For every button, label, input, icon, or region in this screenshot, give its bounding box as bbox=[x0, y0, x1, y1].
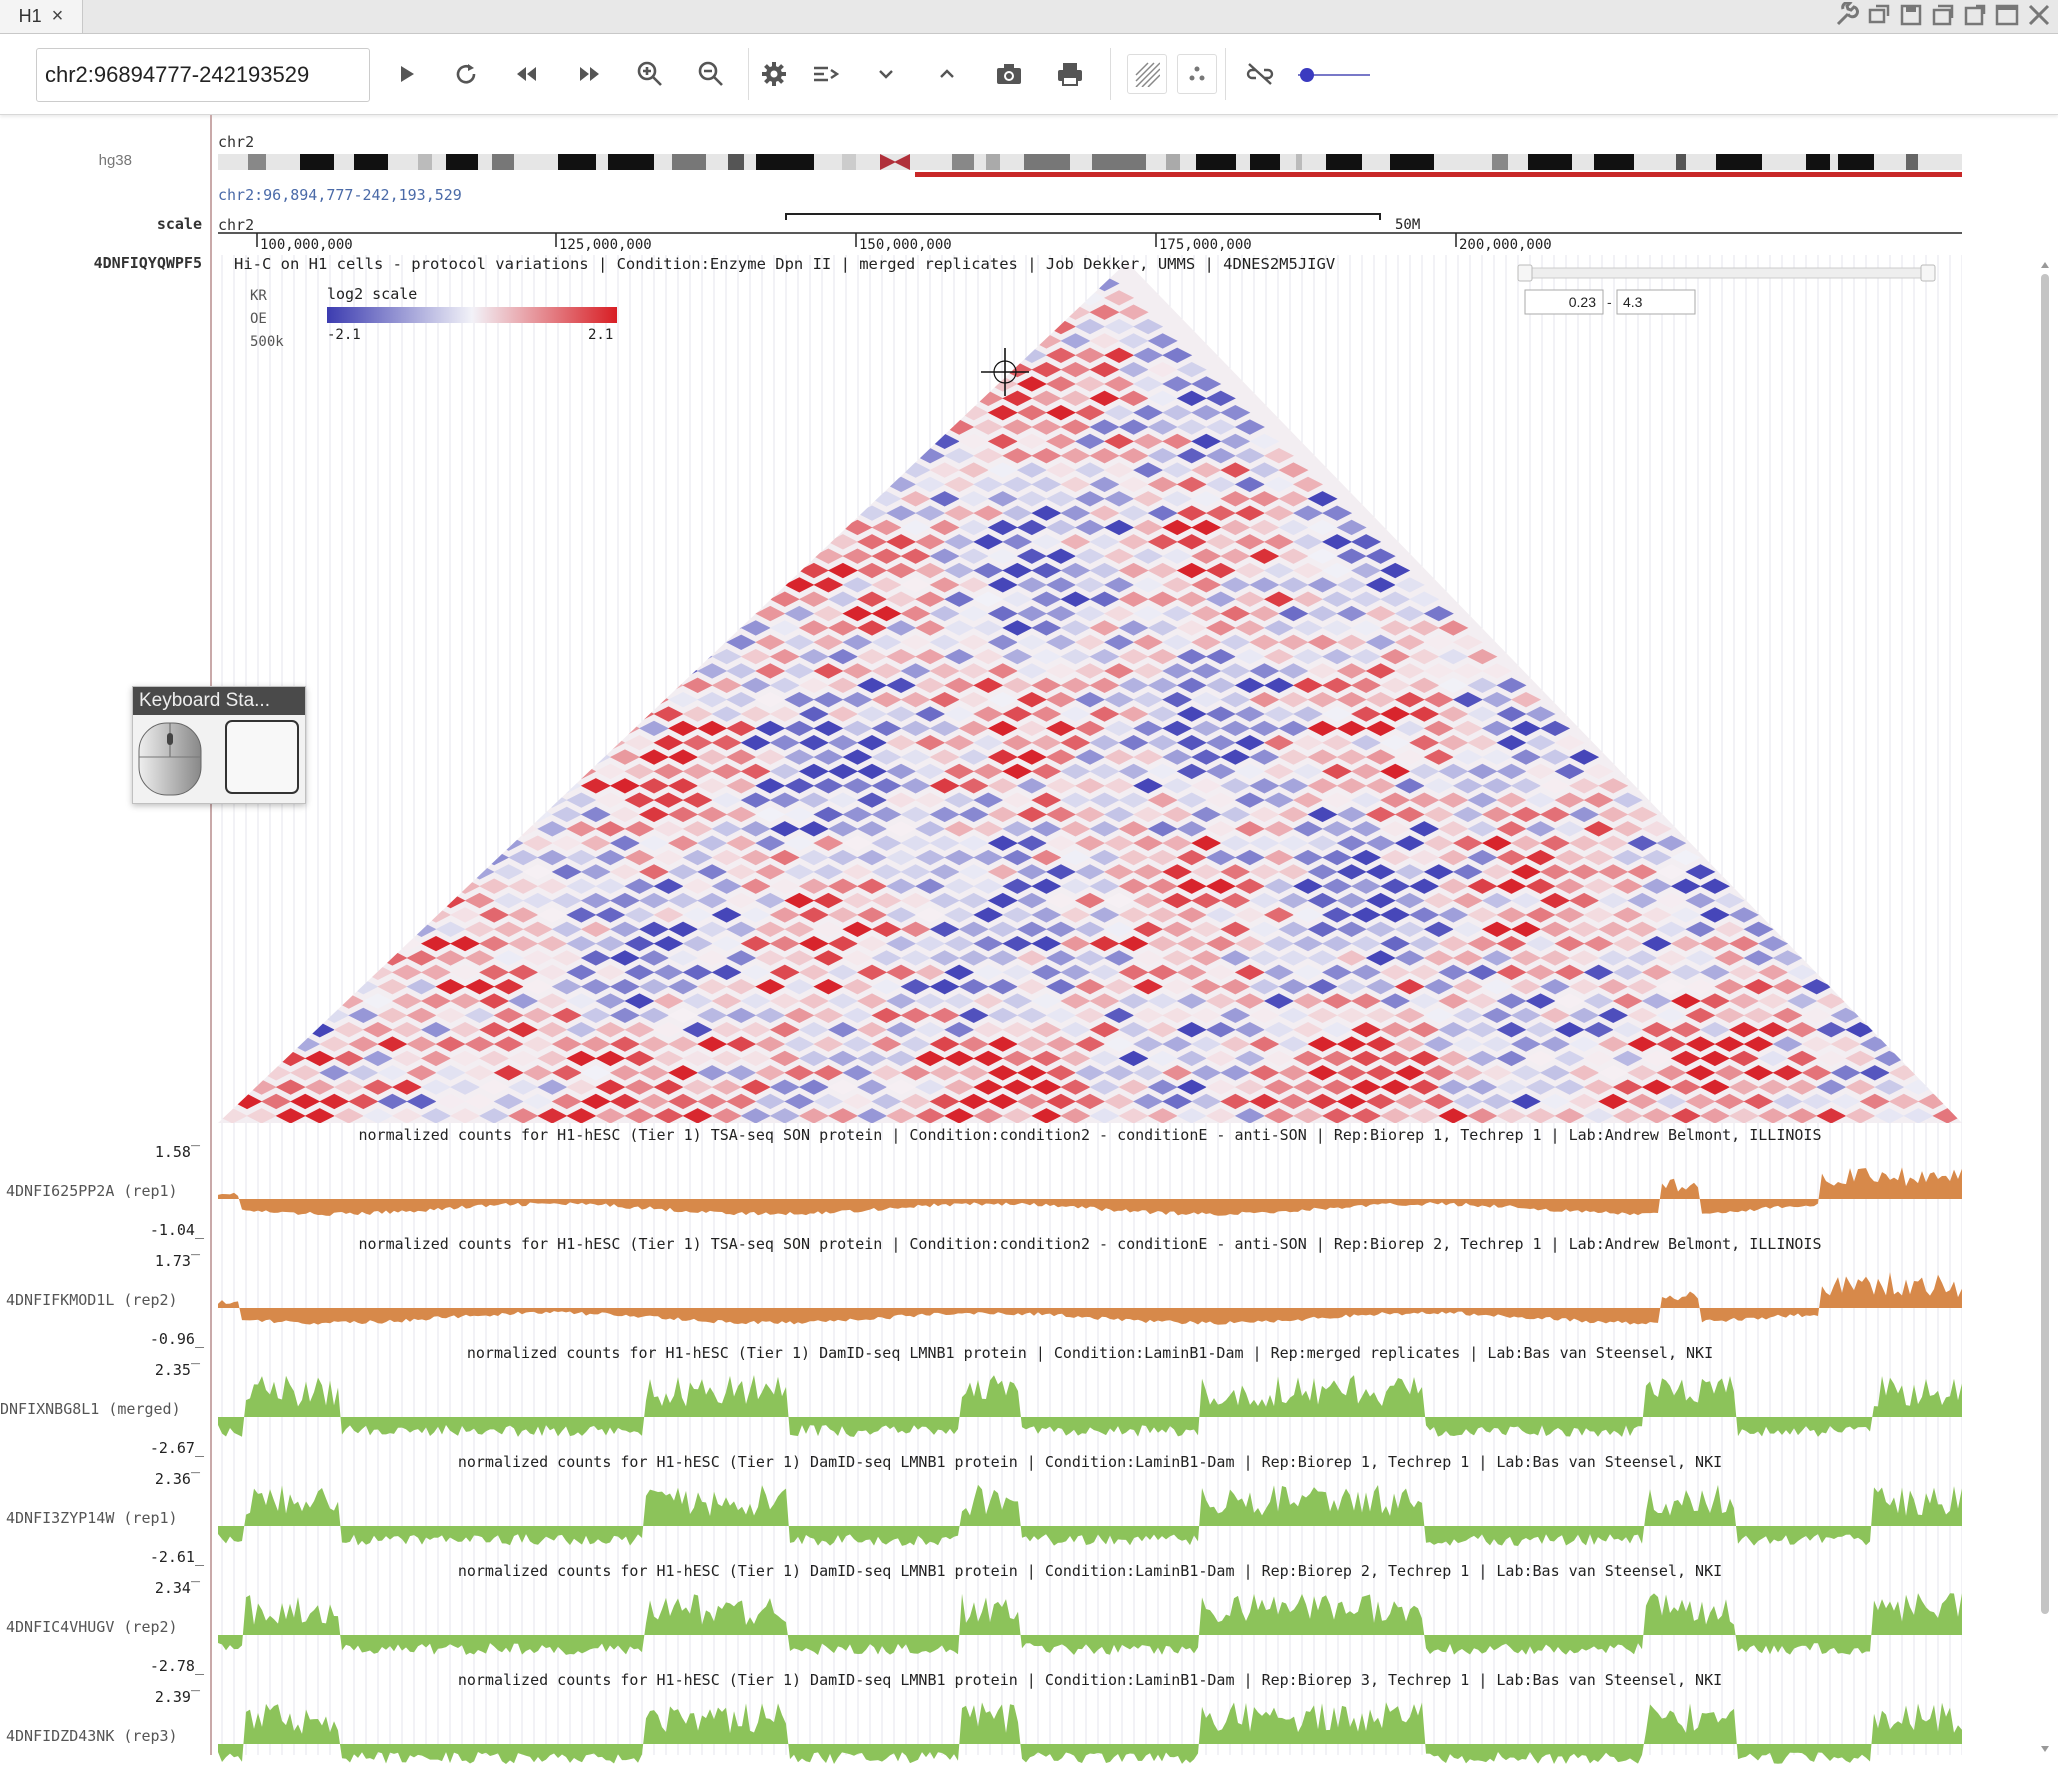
zoom-out-icon[interactable] bbox=[691, 54, 731, 94]
range-min-input[interactable]: 0.23 bbox=[1524, 289, 1604, 315]
ideogram[interactable]: chr2 chr2:96,894,777-242,193,529 bbox=[218, 133, 1962, 204]
dots-icon[interactable] bbox=[1177, 54, 1217, 94]
toolbar bbox=[0, 34, 2058, 115]
track-title: normalized counts for H1-hESC (Tier 1) D… bbox=[458, 1453, 1722, 1471]
gear-icon[interactable] bbox=[754, 54, 794, 94]
play-icon[interactable] bbox=[386, 54, 426, 94]
mouse-icon bbox=[138, 720, 299, 796]
signal-area bbox=[218, 1702, 1962, 1764]
refresh-icon[interactable] bbox=[446, 54, 486, 94]
track-max: 2.39‾ bbox=[154, 1688, 200, 1706]
minimize-icon[interactable] bbox=[1962, 2, 1988, 28]
save-icon[interactable] bbox=[1898, 2, 1924, 28]
scale-chrom: chr2 bbox=[218, 216, 254, 234]
ideogram-range: chr2:96,894,777-242,193,529 bbox=[218, 186, 462, 204]
scalebar-label: 50M bbox=[1395, 217, 1420, 233]
track-max: 2.36‾ bbox=[154, 1470, 200, 1488]
track-title: normalized counts for H1-hESC (Tier 1) T… bbox=[359, 1235, 1822, 1253]
track-label[interactable]: 4DNFIFKMOD1L (rep2) bbox=[6, 1291, 178, 1309]
track-title: normalized counts for H1-hESC (Tier 1) T… bbox=[359, 1126, 1822, 1144]
hic-mode: OE bbox=[250, 311, 267, 327]
scale-track: chr2 50M 100,000,000 125,000,000 150,000,0… bbox=[218, 213, 1962, 253]
chevron-up-icon[interactable] bbox=[927, 54, 967, 94]
scalebar bbox=[785, 213, 1381, 220]
tab-label: H1 bbox=[18, 6, 42, 26]
color-scale-min: -2.1 bbox=[327, 327, 361, 343]
wrench-icon[interactable] bbox=[1834, 2, 1860, 28]
print-icon[interactable] bbox=[1050, 54, 1090, 94]
hic-norm: KR bbox=[250, 288, 267, 304]
tab-close-icon[interactable]: × bbox=[51, 5, 64, 27]
unlink-icon[interactable] bbox=[1240, 54, 1280, 94]
label-divider bbox=[210, 115, 212, 1755]
track-max: 2.35‾ bbox=[154, 1361, 200, 1379]
scale-tick-label: 200,000,000 bbox=[1459, 237, 1552, 253]
scale-tick-label: 150,000,000 bbox=[859, 237, 952, 253]
hic-map[interactable] bbox=[218, 262, 1963, 1124]
zoom-in-icon[interactable] bbox=[630, 54, 670, 94]
track-title: normalized counts for H1-hESC (Tier 1) D… bbox=[458, 1671, 1722, 1689]
track-title: normalized counts for H1-hESC (Tier 1) D… bbox=[467, 1344, 1713, 1362]
signal-area bbox=[218, 1375, 1962, 1437]
hic-title: Hi-C on H1 cells - protocol variations |… bbox=[234, 255, 1335, 273]
scale-tick-label: 100,000,000 bbox=[260, 237, 353, 253]
track-max: 1.58‾ bbox=[154, 1143, 200, 1161]
track-label[interactable]: 4DNFI625PP2A (rep1) bbox=[6, 1182, 178, 1200]
color-scale-bar bbox=[327, 307, 617, 323]
track-title: normalized counts for H1-hESC (Tier 1) D… bbox=[458, 1562, 1722, 1580]
locus-input[interactable] bbox=[36, 48, 370, 102]
svg-text:0.23: 0.23 bbox=[1569, 294, 1596, 310]
hatch-icon[interactable] bbox=[1127, 54, 1167, 94]
track-min: -1.04_ bbox=[149, 1221, 204, 1239]
track-label[interactable]: 4DNFIC4VHUGV (rep2) bbox=[6, 1618, 178, 1636]
track-min: -0.96_ bbox=[149, 1330, 204, 1348]
copy-icon[interactable] bbox=[1930, 2, 1956, 28]
scale-label: scale bbox=[156, 215, 202, 233]
range-max-input[interactable]: 4.3 bbox=[1616, 289, 1696, 315]
maximize-icon[interactable] bbox=[1994, 2, 2020, 28]
scrollbar[interactable] bbox=[2038, 258, 2052, 1758]
track-max: 1.73‾ bbox=[154, 1252, 200, 1270]
color-scale-max: 2.1 bbox=[588, 327, 613, 343]
chevron-down-icon[interactable] bbox=[866, 54, 906, 94]
ideogram-chrom: chr2 bbox=[218, 133, 254, 151]
scale-tick-label: 175,000,000 bbox=[1159, 237, 1252, 253]
keyboard-status-panel[interactable]: Keyboard Sta... bbox=[132, 686, 306, 804]
rewind-icon[interactable] bbox=[507, 54, 547, 94]
track-label[interactable]: 4DNFIDZD43NK (rep3) bbox=[6, 1727, 178, 1745]
restore-icon[interactable] bbox=[1866, 2, 1892, 28]
scale-tick-label: 125,000,000 bbox=[559, 237, 652, 253]
track-min: -2.67_ bbox=[149, 1439, 204, 1457]
track-min: -2.78_ bbox=[149, 1657, 204, 1675]
signal-area bbox=[218, 1167, 1962, 1216]
signal-area bbox=[218, 1272, 1962, 1325]
track-label[interactable]: DNFIXNBG8L1 (merged) bbox=[0, 1400, 181, 1418]
track-label[interactable]: 4DNFI3ZYP14W (rep1) bbox=[6, 1509, 178, 1527]
genome-label: hg38 bbox=[98, 152, 132, 169]
color-range-slider[interactable] bbox=[1517, 264, 1936, 282]
tab-h1[interactable]: H1 × bbox=[0, 0, 83, 33]
zoom-slider[interactable] bbox=[1290, 68, 1372, 82]
range-dash: - bbox=[1607, 294, 1612, 310]
list-icon[interactable] bbox=[805, 54, 845, 94]
close-icon[interactable] bbox=[2026, 2, 2052, 28]
track-max: 2.34‾ bbox=[154, 1579, 200, 1597]
camera-icon[interactable] bbox=[989, 54, 1029, 94]
genome-canvas[interactable]: chr2 chr2:96,894,777-242,193,529 chr2 50… bbox=[0, 115, 2040, 1765]
tab-bar: H1 × bbox=[0, 0, 2058, 34]
hic-resolution: 500k bbox=[250, 334, 284, 350]
color-scale-label: log2 scale bbox=[327, 285, 417, 303]
window-controls bbox=[1834, 2, 2052, 28]
signal-area bbox=[218, 1593, 1962, 1655]
hic-track-label[interactable]: 4DNFIQYQWPF5 bbox=[93, 254, 202, 272]
svg-text:4.3: 4.3 bbox=[1623, 294, 1643, 310]
keyboard-panel-title: Keyboard Sta... bbox=[133, 687, 305, 715]
key-indicator bbox=[225, 720, 299, 794]
fast-forward-icon[interactable] bbox=[569, 54, 609, 94]
signal-area bbox=[218, 1484, 1962, 1546]
crosshair-icon bbox=[981, 348, 1029, 396]
track-min: -2.61_ bbox=[149, 1548, 204, 1566]
ideogram-region bbox=[915, 172, 1962, 177]
